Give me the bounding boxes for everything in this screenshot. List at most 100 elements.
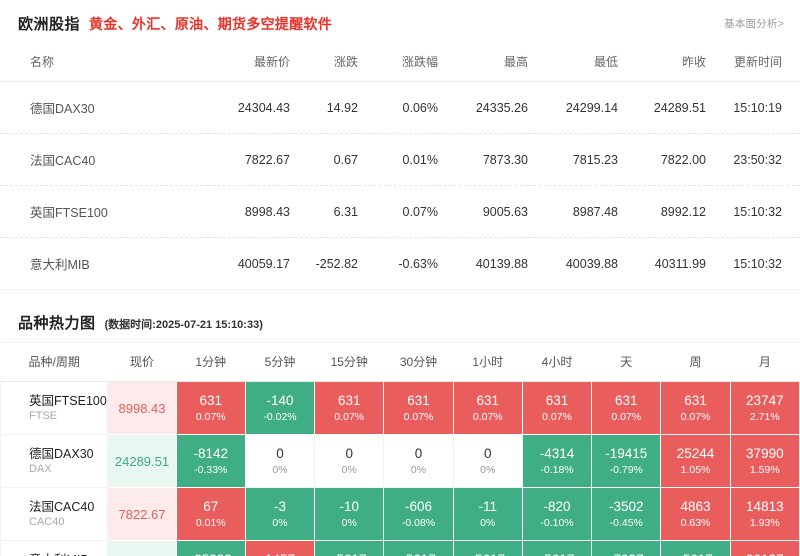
table-row[interactable]: 德国DAX30 24304.43 14.92 0.06% 24335.26 24299.1… xyxy=(0,81,800,134)
heatmap-cell[interactable]: -5617-0.14% xyxy=(452,540,523,556)
heatmap-column-header: 1小时 xyxy=(453,342,523,382)
page-subtitle: 黄金、外汇、原油、期货多空提醒软件 xyxy=(89,16,333,32)
heatmap-cell[interactable]: -5617-0.14% xyxy=(383,540,454,556)
heatmap-cell[interactable]: 631 0.07% xyxy=(383,381,454,435)
heatmap-cell-percent: -0.10% xyxy=(540,516,574,529)
heatmap-cell-percent: -0.18% xyxy=(540,463,574,476)
heatmap-cell-value: 631 xyxy=(545,392,569,408)
heatmap-cell[interactable]: -25282-0.63% xyxy=(175,540,246,556)
heatmap-cell[interactable]: 37990 1.59% xyxy=(729,434,800,488)
heatmap-cell-percent: 0% xyxy=(272,516,288,529)
quote-section-header: 欧洲股指 黄金、外汇、原油、期货多空提醒软件 基本面分析> xyxy=(0,0,800,44)
heatmap-price-cell: 40059.17 xyxy=(107,540,177,556)
heatmap-cell[interactable]: -5617-0.14% xyxy=(660,540,731,556)
column-header-low: 最低 xyxy=(528,44,618,82)
page-title: 欧洲股指 xyxy=(18,16,81,33)
heatmap-cell-percent: -0.02% xyxy=(263,410,297,423)
heatmap-column-header: 4小时 xyxy=(522,342,592,382)
table-row[interactable]: 意大利MIB 40059.17 -252.82 -0.63% 40139.88 40039… xyxy=(0,237,800,290)
heatmap-cell-value: 631 xyxy=(338,392,361,408)
table-row[interactable]: 法国CAC40 7822.67 0.67 0.01% 7873.30 7815.23 782… xyxy=(0,133,800,186)
heatmap-cell-value: 631 xyxy=(684,392,707,408)
heatmap-cell[interactable]: 0 0% xyxy=(314,434,385,488)
column-header-high: 最高 xyxy=(438,44,528,82)
heatmap-cell-value: -7937 xyxy=(592,552,660,556)
heatmap-cell[interactable]: 0 0% xyxy=(452,434,523,488)
quote-high: 24335.26 xyxy=(438,81,528,134)
heatmap-price-cell: 7822.67 xyxy=(107,487,177,541)
heatmap-cell-value: 631 xyxy=(476,392,500,408)
heatmap-cell[interactable]: 631 0.07% xyxy=(591,381,662,435)
heatmap-cell[interactable]: 631 0.07% xyxy=(521,381,593,435)
heatmap-cell-value: -5617 xyxy=(661,552,729,556)
heatmap-column-header: 1分钟 xyxy=(176,342,246,382)
fundamental-analysis-link[interactable]: 基本面分析> xyxy=(724,18,784,30)
heatmap-cell[interactable]: -4314 -0.18% xyxy=(521,434,593,488)
quote-table: 名称 最新价 涨跌 涨跌幅 最高 最低 昨收 更新时间 德国DAX30 24304… xyxy=(0,44,800,290)
heatmap-cell-value: 0 xyxy=(345,445,354,461)
heatmap-cell[interactable]: 0 0% xyxy=(244,434,316,488)
heatmap-cell[interactable]: 301370.76% xyxy=(729,540,800,556)
heatmap-cell[interactable]: 67 0.01% xyxy=(175,487,246,541)
heatmap-cell-value: 0 xyxy=(484,445,492,461)
heatmap-cell[interactable]: -11 0% xyxy=(452,487,523,541)
heatmap-cell[interactable]: 0 0% xyxy=(383,434,454,488)
heatmap-cell[interactable]: -140 -0.02% xyxy=(244,381,316,435)
quote-last: 40059.17 xyxy=(208,237,290,290)
heatmap-cell[interactable]: -3 0% xyxy=(244,487,316,541)
heatmap-price-cell: 24289.51 xyxy=(107,434,177,488)
heatmap-symbol-cell[interactable]: 法国CAC40 CAC40 xyxy=(0,487,109,541)
quote-high: 7873.30 xyxy=(438,133,528,186)
quote-name: 英国FTSE100 xyxy=(0,185,208,238)
heatmap-cell[interactable]: 23747 2.71% xyxy=(729,381,800,435)
heatmap-cell[interactable]: -7937-0.20% xyxy=(591,540,662,556)
heatmap-cell-percent: 0.07% xyxy=(472,410,503,423)
quote-table-body: 德国DAX30 24304.43 14.92 0.06% 24335.26 24299.1… xyxy=(0,81,800,290)
heatmap-cell-value: -5617 xyxy=(523,552,591,556)
heatmap-cell[interactable]: -19415 -0.79% xyxy=(591,434,662,488)
heatmap-symbol-code: CAC40 xyxy=(29,516,65,528)
quote-update-time: 23:50:32 xyxy=(706,133,800,186)
heatmap-cell[interactable]: -820 -0.10% xyxy=(521,487,593,541)
heatmap-symbol-cell[interactable]: 意大利MIBMIB xyxy=(0,540,109,556)
heatmap-cell-value: 631 xyxy=(199,392,223,408)
heatmap-cell[interactable]: 631 0.07% xyxy=(175,381,246,435)
heatmap-column-header: 30分钟 xyxy=(383,342,454,382)
heatmap-cell[interactable]: 14570.04% xyxy=(244,540,316,556)
heatmap-cell[interactable]: -10 0% xyxy=(314,487,385,541)
quote-prev-close: 8992.12 xyxy=(618,185,706,238)
heatmap-cell[interactable]: 631 0.07% xyxy=(452,381,523,435)
quote-last: 8998.43 xyxy=(208,185,290,238)
heatmap-cell[interactable]: 631 0.07% xyxy=(660,381,731,435)
heatmap-row[interactable]: 德国DAX30 DAX 24289.51 -8142 -0.33% 0 0% 0 0% 0 0% 0 0… xyxy=(0,434,800,488)
heatmap-cell[interactable]: 4863 0.63% xyxy=(660,487,731,541)
heatmap-symbol-cell[interactable]: 德国DAX30 DAX xyxy=(0,434,109,488)
heatmap-cell[interactable]: -606 -0.08% xyxy=(383,487,454,541)
heatmap-cell[interactable]: -8142 -0.33% xyxy=(175,434,246,488)
heatmap-row[interactable]: 英国FTSE100 FTSE 8998.43 631 0.07% -140 -0.02% 63… xyxy=(0,381,800,435)
heatmap-symbol-name: 意大利MIB xyxy=(29,552,107,556)
heatmap-row[interactable]: 法国CAC40 CAC40 7822.67 67 0.01% -3 0% -10 0% -606-… xyxy=(0,487,800,541)
heatmap-symbol-cell[interactable]: 英国FTSE100 FTSE xyxy=(0,381,109,435)
heatmap-cell-percent: 0% xyxy=(341,463,357,476)
heatmap-cell[interactable]: 25244 1.05% xyxy=(660,434,731,488)
heatmap-table: 品种/周期 现价 1分钟 5分钟 15分钟 30分钟 1小时 4小时天周月 英国FTSE100… xyxy=(0,342,800,556)
quote-low: 40039.88 xyxy=(528,237,618,290)
quote-high: 40139.88 xyxy=(438,237,528,290)
heatmap-cell-value: -3 xyxy=(274,498,287,514)
table-row[interactable]: 英国FTSE100 8998.43 6.31 0.07% 9005.63 8987.48 8… xyxy=(0,185,800,238)
heatmap-symbol-code: FTSE xyxy=(29,410,58,422)
heatmap-symbol-name: 德国DAX30 xyxy=(29,447,94,461)
heatmap-price-cell: 8998.43 xyxy=(107,381,177,435)
quote-update-time: 15:10:32 xyxy=(706,185,800,238)
heatmap-cell[interactable]: -5617-0.14% xyxy=(314,540,385,556)
heatmap-row[interactable]: 意大利MIBMIB40059.17-25282-0.63%14570.04%-5… xyxy=(0,540,800,556)
heatmap-cell[interactable]: -5617-0.14% xyxy=(521,540,593,556)
heatmap-cell[interactable]: -3502 -0.45% xyxy=(591,487,662,541)
heatmap-cell[interactable]: 14813 1.93% xyxy=(729,487,800,541)
heatmap-cell[interactable]: 631 0.07% xyxy=(314,381,385,435)
heatmap-cell-value: -4314 xyxy=(539,445,575,461)
heatmap-cell-percent: 0.07% xyxy=(195,410,226,423)
heatmap-cell-value: 0 xyxy=(414,445,423,461)
heatmap-cell-percent: -0.79% xyxy=(609,463,643,476)
